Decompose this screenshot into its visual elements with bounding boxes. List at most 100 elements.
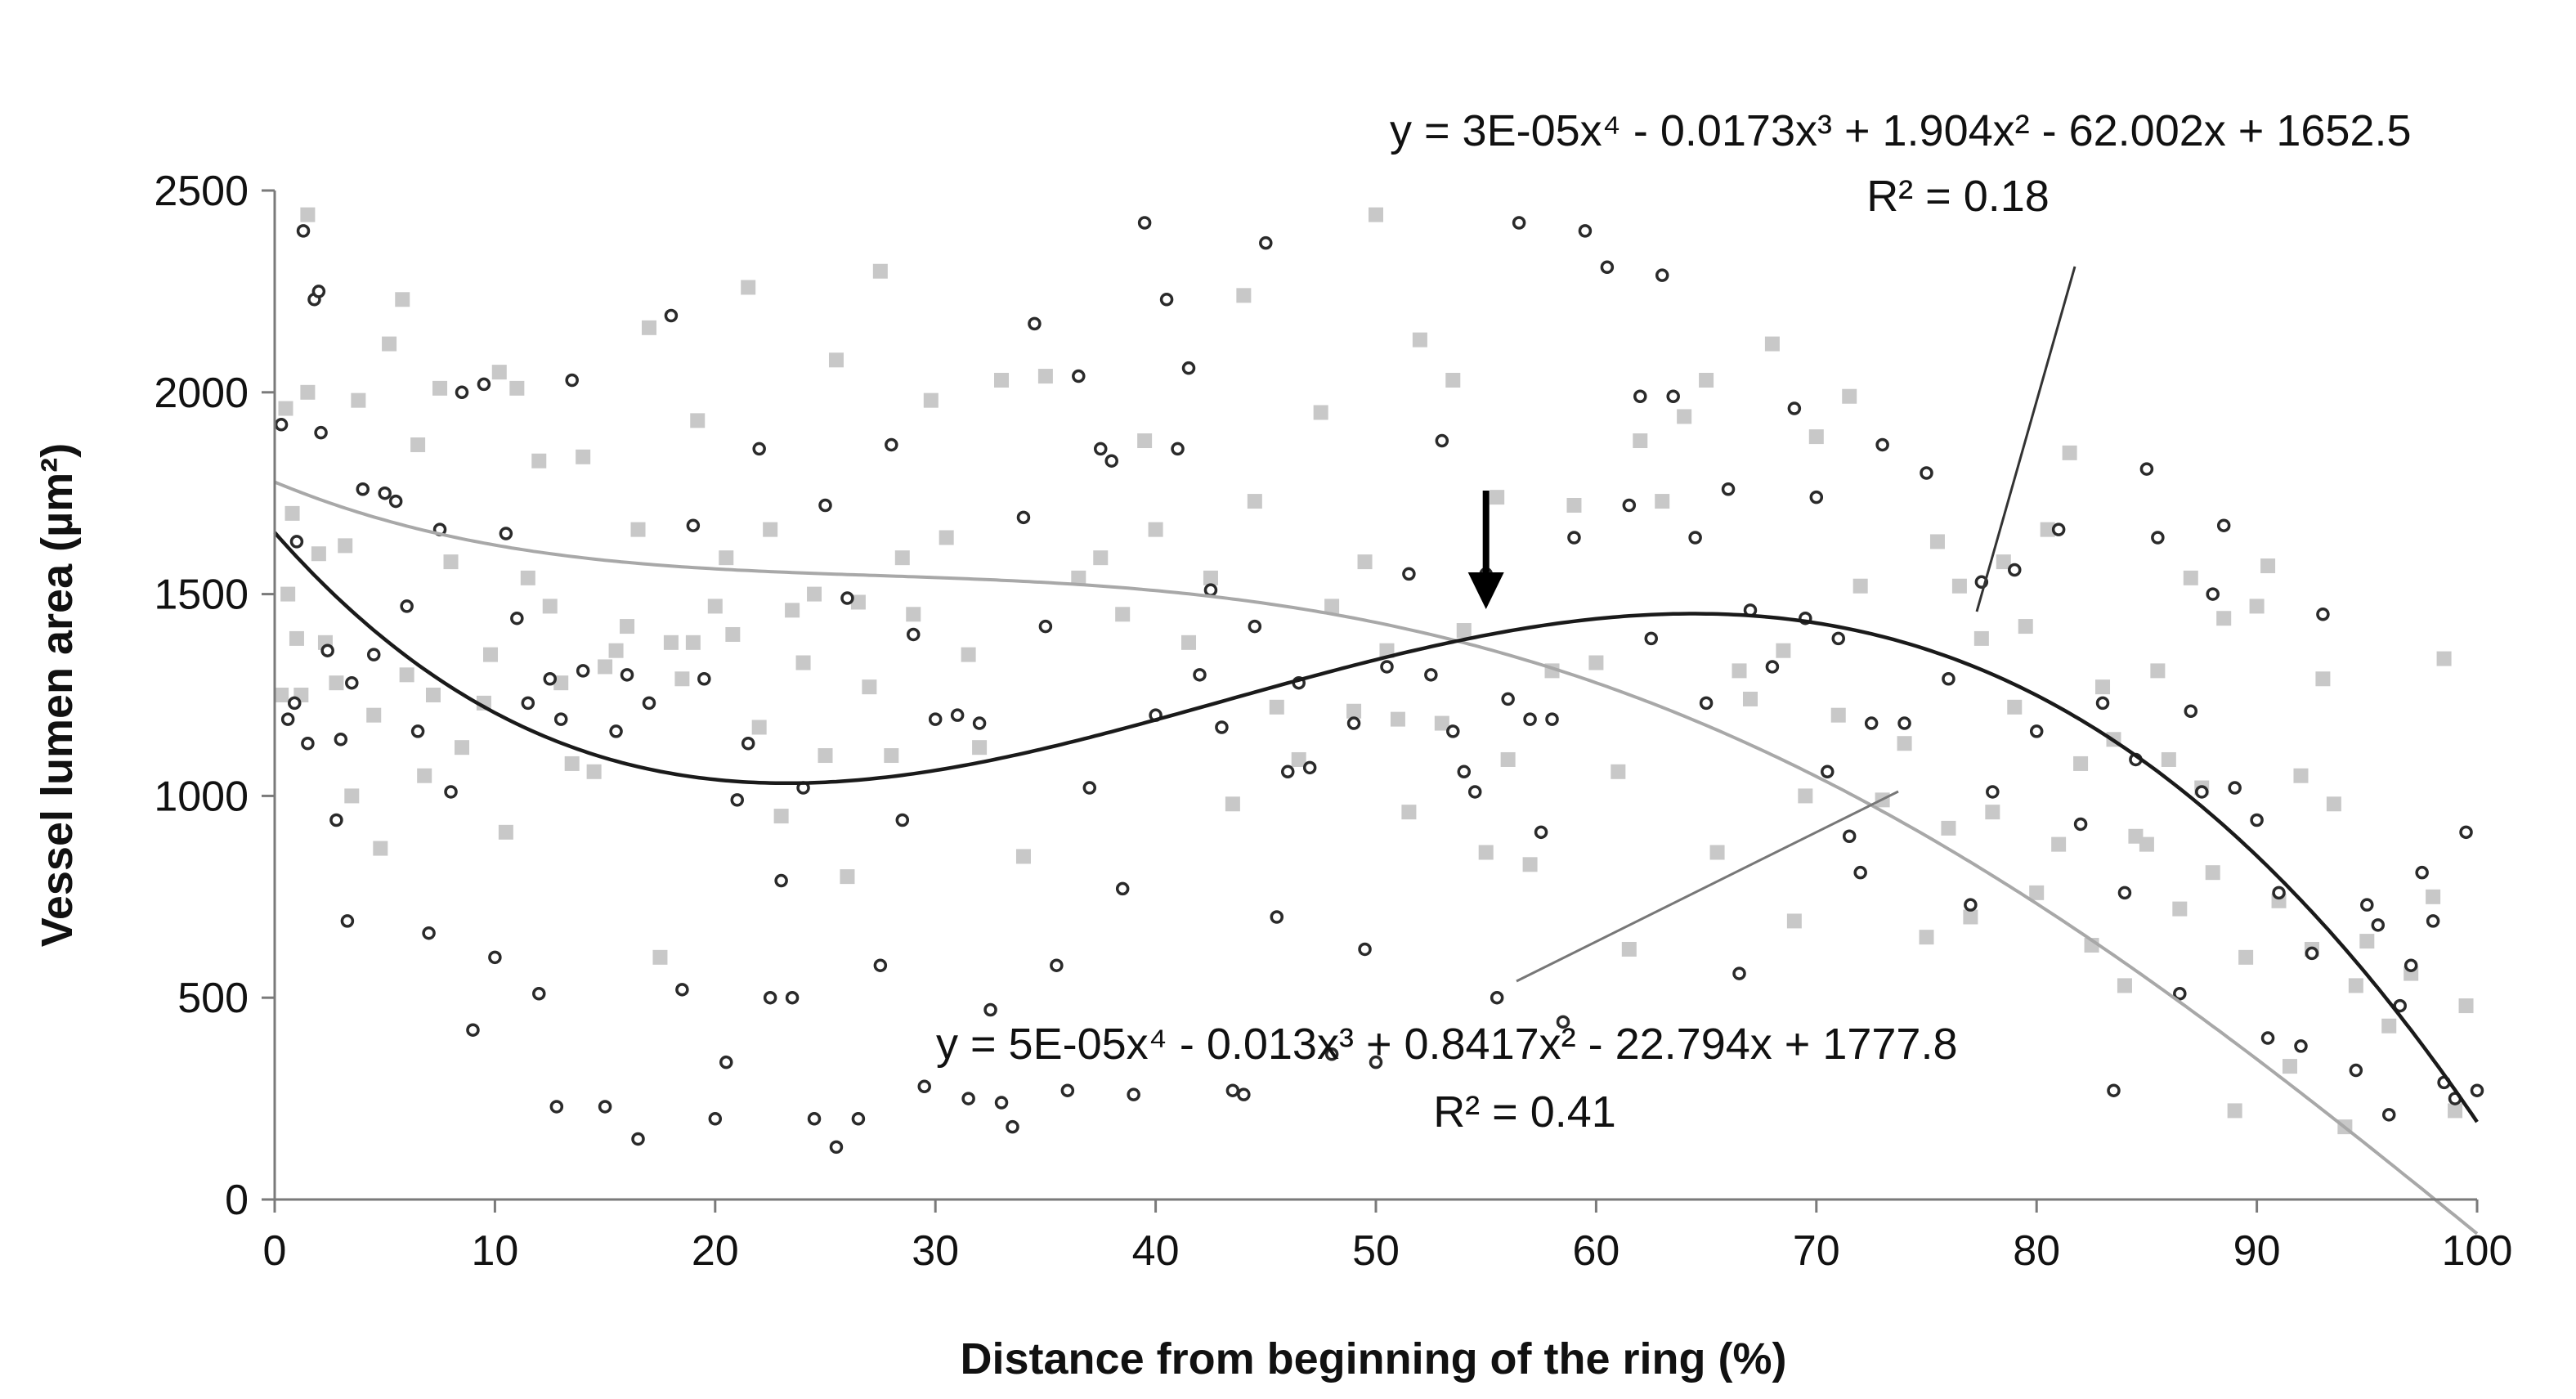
- data-point-circle: [2360, 898, 2374, 912]
- data-point-square: [425, 688, 441, 702]
- data-point-circle: [1732, 966, 1746, 980]
- data-point-circle: [2073, 817, 2088, 832]
- data-point-square: [1633, 433, 1648, 449]
- data-point-circle: [1225, 1083, 1240, 1097]
- data-point-square: [509, 380, 525, 396]
- data-point-square: [1709, 845, 1725, 860]
- data-point-square: [1346, 703, 1362, 719]
- data-point-square: [2293, 768, 2309, 783]
- bottom-equation-leader-line: [1516, 790, 1899, 983]
- data-point-circle: [1853, 865, 1867, 880]
- data-point-circle: [1237, 1087, 1251, 1101]
- data-point-circle: [840, 591, 854, 605]
- y-tick-label: 1000: [154, 773, 249, 820]
- data-point-circle: [2029, 724, 2044, 738]
- data-point-circle: [873, 958, 888, 972]
- data-point-circle: [1137, 216, 1152, 230]
- data-point-square: [1786, 913, 1802, 929]
- data-point-square: [311, 546, 326, 562]
- data-point-circle: [1688, 531, 1702, 545]
- data-point-square: [1830, 707, 1846, 723]
- data-point-square: [2062, 445, 2077, 460]
- data-point-square: [2216, 611, 2232, 626]
- data-point-circle: [2195, 785, 2209, 799]
- data-point-circle: [532, 987, 546, 1001]
- data-point-circle: [499, 527, 513, 540]
- data-point-square: [725, 626, 741, 642]
- y-tick-label: 500: [177, 975, 249, 1022]
- data-point-square: [1390, 711, 1405, 727]
- data-point-square: [1973, 630, 1989, 646]
- data-point-square: [520, 570, 535, 585]
- data-point-square: [1412, 332, 1427, 348]
- data-point-circle: [1006, 1119, 1019, 1134]
- data-point-circle: [1567, 531, 1581, 545]
- x-tick-label: 40: [1132, 1227, 1180, 1275]
- data-point-circle: [609, 724, 623, 738]
- x-tick-label: 10: [471, 1227, 518, 1275]
- data-point-square: [1852, 578, 1868, 594]
- data-point-square: [598, 659, 613, 675]
- data-point-square: [2283, 1059, 2298, 1074]
- data-point-square: [972, 740, 988, 756]
- data-point-circle: [885, 437, 898, 452]
- data-point-circle: [2206, 587, 2220, 601]
- data-point-square: [1181, 634, 1197, 650]
- data-point-square: [483, 647, 499, 662]
- data-point-circle: [994, 1096, 1009, 1110]
- data-point-square: [1655, 494, 1670, 509]
- data-point-square: [1291, 751, 1306, 767]
- data-point-circle: [488, 950, 502, 965]
- data-point-circle: [1104, 454, 1118, 468]
- data-point-circle: [1964, 898, 1978, 912]
- data-point-square: [2249, 599, 2265, 614]
- data-point-square: [1776, 643, 1791, 658]
- data-point-circle: [1402, 567, 1416, 581]
- data-point-circle: [1831, 631, 1845, 646]
- data-point-circle: [1875, 437, 1889, 452]
- data-point-square: [344, 788, 360, 804]
- data-point-circle: [1050, 958, 1064, 972]
- data-point-circle: [2151, 531, 2165, 545]
- data-point-circle: [311, 285, 326, 298]
- top-r-squared: R² = 0.18: [1866, 172, 2050, 221]
- data-point-circle: [1181, 361, 1196, 375]
- data-point-square: [1996, 554, 2011, 570]
- data-point-square: [1522, 857, 1538, 872]
- data-point-circle: [549, 1100, 564, 1114]
- data-point-circle: [1280, 765, 1295, 779]
- data-point-circle: [1094, 442, 1108, 456]
- data-point-square: [382, 336, 397, 352]
- data-point-circle: [763, 990, 777, 1005]
- data-point-circle: [1501, 692, 1515, 706]
- data-point-circle: [287, 696, 302, 711]
- data-point-circle: [686, 518, 701, 532]
- data-point-circle: [1897, 716, 1911, 730]
- data-point-circle: [972, 716, 987, 730]
- data-point-square: [2139, 836, 2154, 852]
- data-point-circle: [444, 785, 458, 799]
- data-point-square: [1247, 494, 1262, 509]
- data-point-square: [366, 707, 382, 723]
- data-point-circle: [1842, 829, 1857, 844]
- data-point-circle: [296, 224, 311, 238]
- data-point-square: [1566, 498, 1582, 513]
- data-point-square: [1842, 388, 1857, 404]
- data-point-square: [2007, 699, 2023, 715]
- data-point-square: [773, 809, 789, 824]
- data-point-circle: [1193, 668, 1207, 682]
- y-tick-label: 1500: [154, 572, 249, 619]
- data-point-circle: [1666, 389, 1680, 403]
- data-point-square: [1401, 805, 1417, 820]
- data-point-circle: [1986, 785, 2000, 799]
- data-point-square: [2073, 756, 2089, 771]
- data-point-circle: [961, 1092, 975, 1105]
- data-point-circle: [356, 482, 370, 496]
- x-axis-title: Distance from beginning of the ring (%): [961, 1334, 1787, 1383]
- data-point-circle: [1016, 510, 1031, 525]
- data-point-square: [274, 688, 289, 702]
- data-point-circle: [983, 1002, 997, 1017]
- data-point-square: [1236, 288, 1252, 303]
- data-point-square: [807, 586, 822, 602]
- data-point-circle: [274, 418, 289, 432]
